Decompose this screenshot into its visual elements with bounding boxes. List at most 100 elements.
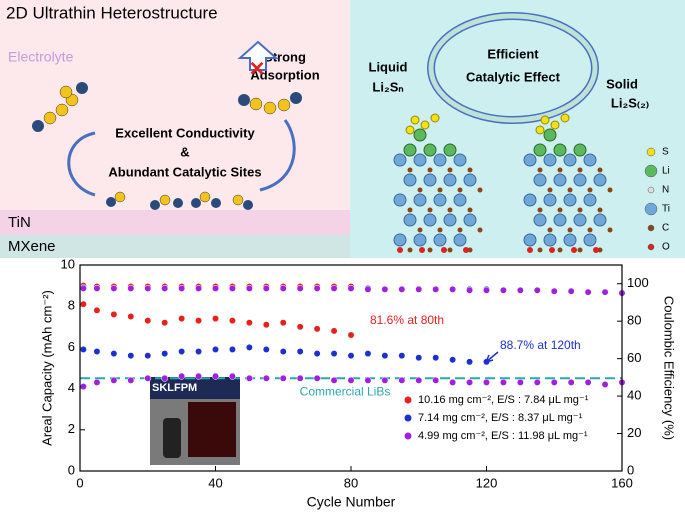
atom: [567, 227, 573, 233]
atom: [547, 227, 553, 233]
data-point: [110, 310, 118, 318]
data-point: [347, 284, 355, 292]
annotation-arrow: [485, 351, 499, 363]
atom: [543, 193, 557, 207]
atom: [577, 167, 583, 173]
inset-display: [188, 402, 236, 457]
atom-legend-marker: [644, 164, 658, 178]
atom: [537, 247, 543, 253]
data-point: [127, 376, 135, 384]
atom: [467, 247, 473, 253]
data-point: [93, 306, 101, 314]
data-point: [212, 284, 219, 292]
atom: [573, 213, 587, 227]
atom: [557, 247, 563, 253]
data-point: [601, 381, 609, 388]
data-point: [262, 374, 270, 382]
atom: [447, 207, 453, 213]
y-tick-label: 0: [68, 462, 75, 477]
y-tick-label: 4: [68, 380, 75, 395]
atom: [547, 187, 553, 193]
data-point: [550, 287, 558, 295]
atom: [443, 213, 457, 227]
electrolyte: Electrolyte: [8, 49, 74, 65]
atom: [593, 173, 607, 187]
atom-legend: S Li N Ti CO: [644, 147, 670, 253]
data-point: [483, 286, 490, 294]
data-point: [466, 286, 474, 294]
atom: [423, 213, 437, 227]
atom: [477, 227, 483, 233]
annotation: 81.6% at 80th: [370, 313, 444, 327]
atom: [533, 173, 547, 187]
data-point: [330, 327, 338, 335]
atom: [407, 247, 413, 253]
atom: [577, 207, 583, 213]
data-point: [415, 354, 423, 362]
plot-frame: [79, 264, 623, 472]
label: Solid: [606, 76, 638, 91]
data-point: [364, 350, 372, 358]
data-point: [449, 378, 457, 386]
atom: [577, 247, 583, 253]
data-point: [449, 285, 457, 293]
arrow: [67, 131, 96, 197]
data-point: [127, 313, 135, 320]
data-point: [245, 319, 253, 327]
atom: [567, 187, 573, 193]
atom-legend-marker: [647, 224, 655, 232]
atom: [453, 193, 467, 207]
cross: ✕: [249, 58, 266, 80]
y2-tick-label: 20: [627, 425, 641, 440]
inset-device: [163, 418, 181, 458]
data-point: [364, 376, 372, 384]
y2-tick-label: 100: [627, 275, 649, 290]
data-point: [161, 350, 169, 358]
atom: [523, 193, 537, 207]
data-point: [93, 348, 101, 355]
atom: [419, 247, 425, 253]
data-point: [110, 376, 118, 384]
data-point: [178, 348, 186, 355]
y-tick-label: 8: [68, 298, 75, 313]
atom: [423, 173, 437, 187]
legend-marker: [404, 396, 412, 404]
atom: [457, 187, 463, 193]
atom: [523, 153, 537, 167]
atom-legend-marker: [646, 147, 656, 157]
atom: [597, 167, 603, 173]
data-point: [296, 284, 304, 292]
legend-label: 7.14 mg cm⁻², E/S : 8.37 μL mg⁻¹: [418, 412, 583, 424]
atom: [417, 227, 423, 233]
atom: [553, 173, 567, 187]
data-point: [279, 319, 287, 327]
y-tick-label: 2: [68, 421, 75, 436]
data-point: [381, 285, 389, 293]
atom: [583, 153, 597, 167]
data-point: [161, 374, 169, 382]
atom: [430, 113, 440, 123]
atom: [573, 143, 587, 157]
data-point: [212, 372, 219, 380]
atom: [427, 207, 433, 213]
data-point: [432, 354, 440, 362]
data-point: [144, 352, 152, 360]
legend-marker: [404, 432, 412, 440]
atomic-structure: [393, 113, 613, 253]
data-point: [279, 348, 287, 355]
atom: [543, 233, 557, 247]
data-point: [161, 284, 169, 292]
data-point: [245, 374, 253, 382]
inset-text: SKLFPM: [152, 382, 197, 394]
data-point: [550, 378, 558, 386]
atom: [593, 247, 599, 253]
data-point: [313, 350, 321, 358]
label: Strong: [264, 49, 306, 64]
atom: [463, 173, 477, 187]
data-point: [228, 317, 236, 325]
data-point: [347, 352, 355, 360]
inset-banner: [150, 377, 240, 399]
atom: [427, 247, 433, 253]
atom: [537, 207, 543, 213]
data-point: [483, 378, 490, 386]
